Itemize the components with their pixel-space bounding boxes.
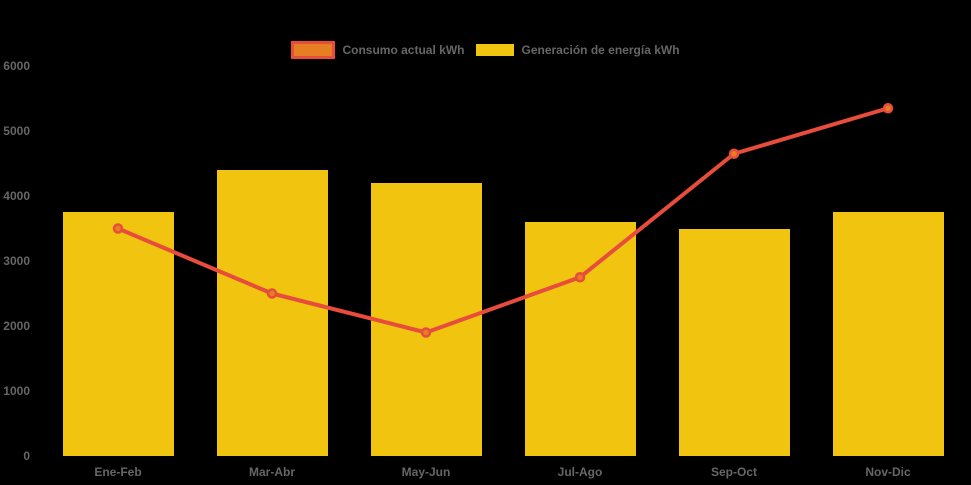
consumo-point-Sep-Oct[interactable]	[728, 148, 740, 159]
legend-item-consumo[interactable]: Consumo actual kWh	[291, 40, 465, 59]
consumo-legend-swatch	[291, 40, 336, 59]
x-axis-label-Jul-Ago: Jul-Ago	[557, 465, 603, 479]
bar-generacion-Nov-Dic[interactable]	[832, 212, 944, 456]
x-axis-label-May-Jun: May-Jun	[401, 465, 451, 479]
chart-legend: Consumo actual kWh Generación de energía…	[0, 40, 971, 59]
x-axis-label-Mar-Abr: Mar-Abr	[248, 465, 295, 479]
y-axis-tick-label: 3000	[3, 254, 30, 268]
bar-generacion-Ene-Feb[interactable]	[62, 212, 174, 456]
y-axis-tick-label: 6000	[3, 59, 30, 73]
y-axis-tick-label: 5000	[3, 124, 30, 138]
generacion-legend-label: Generación de energía kWh	[521, 42, 680, 57]
consumo-point-Nov-Dic[interactable]	[882, 103, 894, 114]
bar-generacion-Jul-Ago[interactable]	[524, 222, 636, 456]
bar-generacion-Sep-Oct[interactable]	[678, 228, 790, 456]
x-axis-label-Ene-Feb: Ene-Feb	[94, 465, 142, 479]
y-axis-tick-label: 1000	[3, 384, 30, 398]
x-axis-label-Nov-Dic: Nov-Dic	[865, 465, 911, 479]
consumo-legend-label: Consumo actual kWh	[342, 42, 465, 57]
bar-generacion-Mar-Abr[interactable]	[216, 170, 328, 456]
y-axis-tick-label: 4000	[3, 189, 30, 203]
y-axis-tick-label: 0	[23, 449, 30, 463]
legend-item-generacion[interactable]: Generación de energía kWh	[476, 42, 680, 57]
y-axis-tick-label: 2000	[3, 319, 30, 333]
generacion-legend-swatch	[476, 43, 515, 56]
bar-generacion-May-Jun[interactable]	[370, 183, 482, 456]
x-axis-label-Sep-Oct: Sep-Oct	[710, 465, 757, 479]
